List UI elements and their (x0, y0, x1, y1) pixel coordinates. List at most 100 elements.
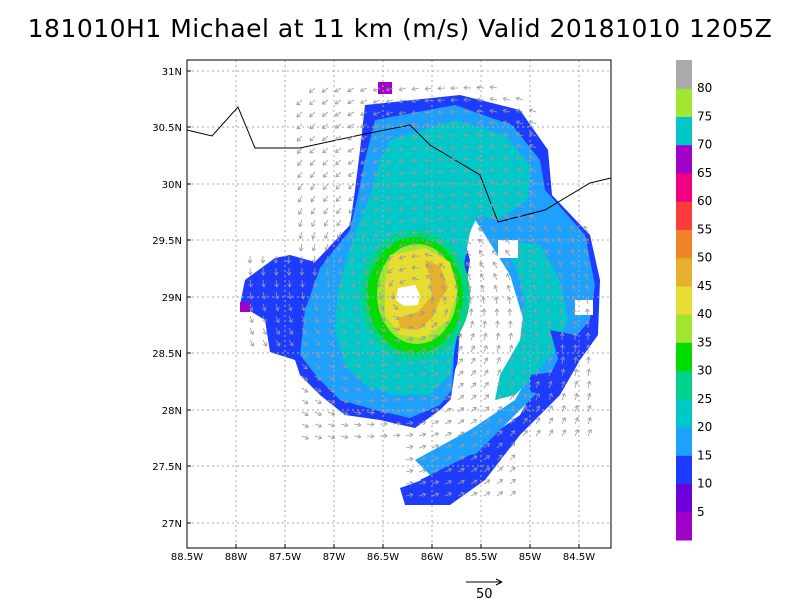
wind-vector (482, 297, 485, 305)
wind-vector-head (544, 225, 549, 231)
wind-vector (516, 191, 524, 197)
wind-vector-head (464, 239, 469, 244)
wind-vector (490, 204, 498, 209)
wind-vector (437, 99, 446, 101)
wind-vector-head (572, 344, 578, 349)
wind-vector (483, 443, 490, 449)
wind-vector-head (316, 353, 321, 358)
wind-vector-head (398, 170, 403, 176)
wind-vector-head (502, 132, 507, 137)
wind-vectors (247, 85, 592, 498)
wind-vector (503, 168, 511, 173)
wind-vector (262, 339, 267, 347)
wind-vector (496, 394, 502, 401)
wind-vector (509, 442, 515, 449)
wind-vector-head (296, 137, 301, 142)
wind-vector-head (299, 259, 304, 264)
wind-vector (360, 123, 368, 128)
wind-vector-head (422, 432, 427, 437)
wind-vector (587, 381, 590, 389)
wind-vector-head (347, 160, 353, 165)
wind-vector (548, 393, 553, 401)
wind-vector-head (451, 251, 457, 256)
wind-vector (311, 219, 316, 227)
wind-vector (288, 315, 293, 323)
wind-vector-head (583, 225, 588, 230)
wind-vector (301, 363, 308, 370)
wind-vector (504, 215, 511, 221)
wind-vector (561, 381, 565, 389)
wind-vector-head (507, 308, 513, 313)
wind-vector (412, 135, 420, 138)
wind-vector (373, 111, 381, 116)
wind-vector-head (372, 111, 378, 116)
wind-vector (298, 207, 303, 215)
wind-vector-head (460, 455, 465, 460)
wind-vector (412, 111, 420, 114)
wind-vector-head (329, 364, 335, 369)
wind-vector-head (311, 247, 317, 252)
wind-vector (418, 409, 426, 413)
wind-vector (360, 159, 368, 165)
wind-vector (561, 369, 565, 377)
wind-vector (428, 285, 433, 293)
wind-vector (477, 181, 485, 185)
wind-vector (312, 243, 316, 251)
wind-vector-head (586, 392, 592, 397)
wind-vector-head (362, 258, 367, 263)
wind-vector (327, 303, 331, 311)
wind-vector (530, 214, 537, 221)
wind-vector-head (248, 307, 254, 312)
wind-vector (322, 135, 329, 141)
wind-vector-head (409, 492, 414, 498)
wind-vector (399, 135, 407, 139)
colorbar-label: 25 (697, 392, 712, 406)
wind-vector-head (502, 168, 508, 173)
colorbar-segment (676, 116, 692, 146)
wind-vector-head (336, 222, 341, 227)
wind-vector-head (385, 99, 390, 104)
wind-vector-head (334, 112, 339, 117)
wind-vector (399, 111, 407, 115)
wind-vector (545, 261, 550, 269)
wind-vector-head (398, 110, 403, 116)
wind-vector (418, 433, 426, 437)
wind-vector (349, 219, 355, 226)
wind-vector (373, 195, 381, 200)
wind-vector (336, 195, 342, 202)
wind-vector-head (463, 168, 468, 174)
wind-vector-head (314, 318, 319, 323)
lat-tick-label: 31N (162, 67, 182, 78)
wind-vector-head (483, 344, 488, 350)
wind-vector (444, 420, 452, 425)
wind-vector-head (421, 348, 427, 353)
wind-vector-head (437, 193, 442, 198)
colorbar-segment (676, 88, 692, 117)
wind-vector (249, 303, 253, 311)
wind-vector (503, 203, 511, 209)
wind-vector-head (559, 332, 565, 337)
wind-vector (519, 261, 524, 269)
wind-vector (431, 481, 439, 485)
wind-vector-head (411, 218, 416, 223)
wind-vector-head (262, 307, 267, 312)
wind-vector (418, 481, 426, 485)
wind-vector (467, 273, 472, 281)
wind-vector-head (502, 144, 507, 149)
wind-vector-head (450, 169, 455, 174)
wind-vector (340, 435, 348, 438)
wind-vector-head (424, 193, 429, 199)
wind-vector (353, 351, 361, 356)
wind-vector-head (398, 134, 403, 140)
wind-vector (529, 179, 537, 185)
wind-vector-head (409, 384, 414, 390)
wind-vector (379, 315, 386, 321)
wind-vector (314, 291, 317, 299)
wind-vector-head (570, 237, 575, 242)
wind-vector (516, 156, 524, 161)
wind-vector-head (506, 272, 511, 278)
wind-vector-head (352, 295, 358, 300)
wind-vector (457, 321, 461, 329)
colorbar-segment (676, 370, 692, 400)
wind-vector-head (571, 272, 576, 277)
